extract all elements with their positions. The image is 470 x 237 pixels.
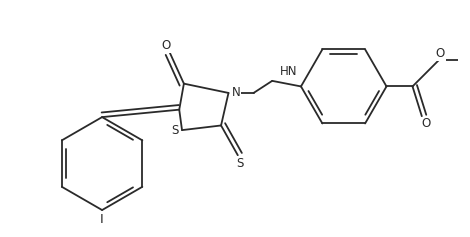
Text: S: S <box>171 124 178 137</box>
Text: S: S <box>236 157 243 170</box>
Text: I: I <box>100 213 104 226</box>
Text: O: O <box>436 47 445 60</box>
Text: N: N <box>232 87 240 100</box>
Text: HN: HN <box>280 65 298 78</box>
Text: O: O <box>421 117 430 130</box>
Text: O: O <box>162 39 171 52</box>
